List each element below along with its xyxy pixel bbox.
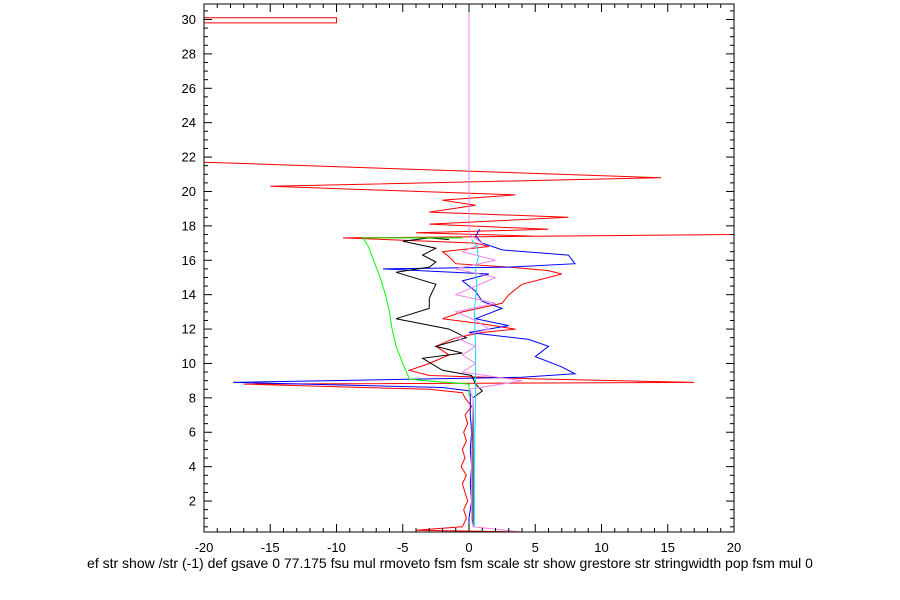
x-axis-label: ef str show /str (-1) def gsave 0 77.175… bbox=[87, 555, 813, 571]
x-tick-label: -20 bbox=[195, 540, 214, 555]
y-tick-label: 12 bbox=[182, 322, 196, 337]
y-tick-label: 8 bbox=[189, 390, 196, 405]
series-line-6 bbox=[454, 4, 523, 532]
y-tick-label: 24 bbox=[182, 115, 196, 130]
x-tick-label: 15 bbox=[661, 540, 675, 555]
series-line-1 bbox=[204, 4, 734, 532]
y-tick-label: 14 bbox=[182, 287, 196, 302]
y-tick-label: 6 bbox=[189, 425, 196, 440]
x-tick-label: 10 bbox=[594, 540, 608, 555]
y-tick-label: 18 bbox=[182, 218, 196, 233]
y-tick-label: 4 bbox=[189, 459, 196, 474]
y-tick-label: 20 bbox=[182, 184, 196, 199]
y-tick-label: 16 bbox=[182, 253, 196, 268]
x-tick-label: -10 bbox=[327, 540, 346, 555]
x-tick-label: -5 bbox=[397, 540, 409, 555]
x-tick-label: 20 bbox=[727, 540, 741, 555]
y-tick-label: 10 bbox=[182, 356, 196, 371]
series-line-3 bbox=[395, 237, 484, 527]
series-line-4 bbox=[362, 237, 470, 397]
y-tick-label: 28 bbox=[182, 46, 196, 61]
y-tick-label: 22 bbox=[182, 150, 196, 165]
series-line-2 bbox=[233, 229, 577, 532]
series-layer bbox=[204, 4, 734, 532]
series-line-5 bbox=[471, 239, 479, 527]
y-tick-label: 2 bbox=[189, 494, 196, 509]
y-tick-label: 30 bbox=[182, 12, 196, 27]
y-tick-label: 26 bbox=[182, 81, 196, 96]
labels-layer: -20 -15 -10 -5 0 5 10 15 20246810121416182022242… bbox=[182, 12, 742, 555]
x-tick-label: -15 bbox=[261, 540, 280, 555]
x-tick-label: 5 bbox=[532, 540, 539, 555]
x-tick-label: 0 bbox=[465, 540, 472, 555]
ticks-layer bbox=[203, 4, 735, 532]
